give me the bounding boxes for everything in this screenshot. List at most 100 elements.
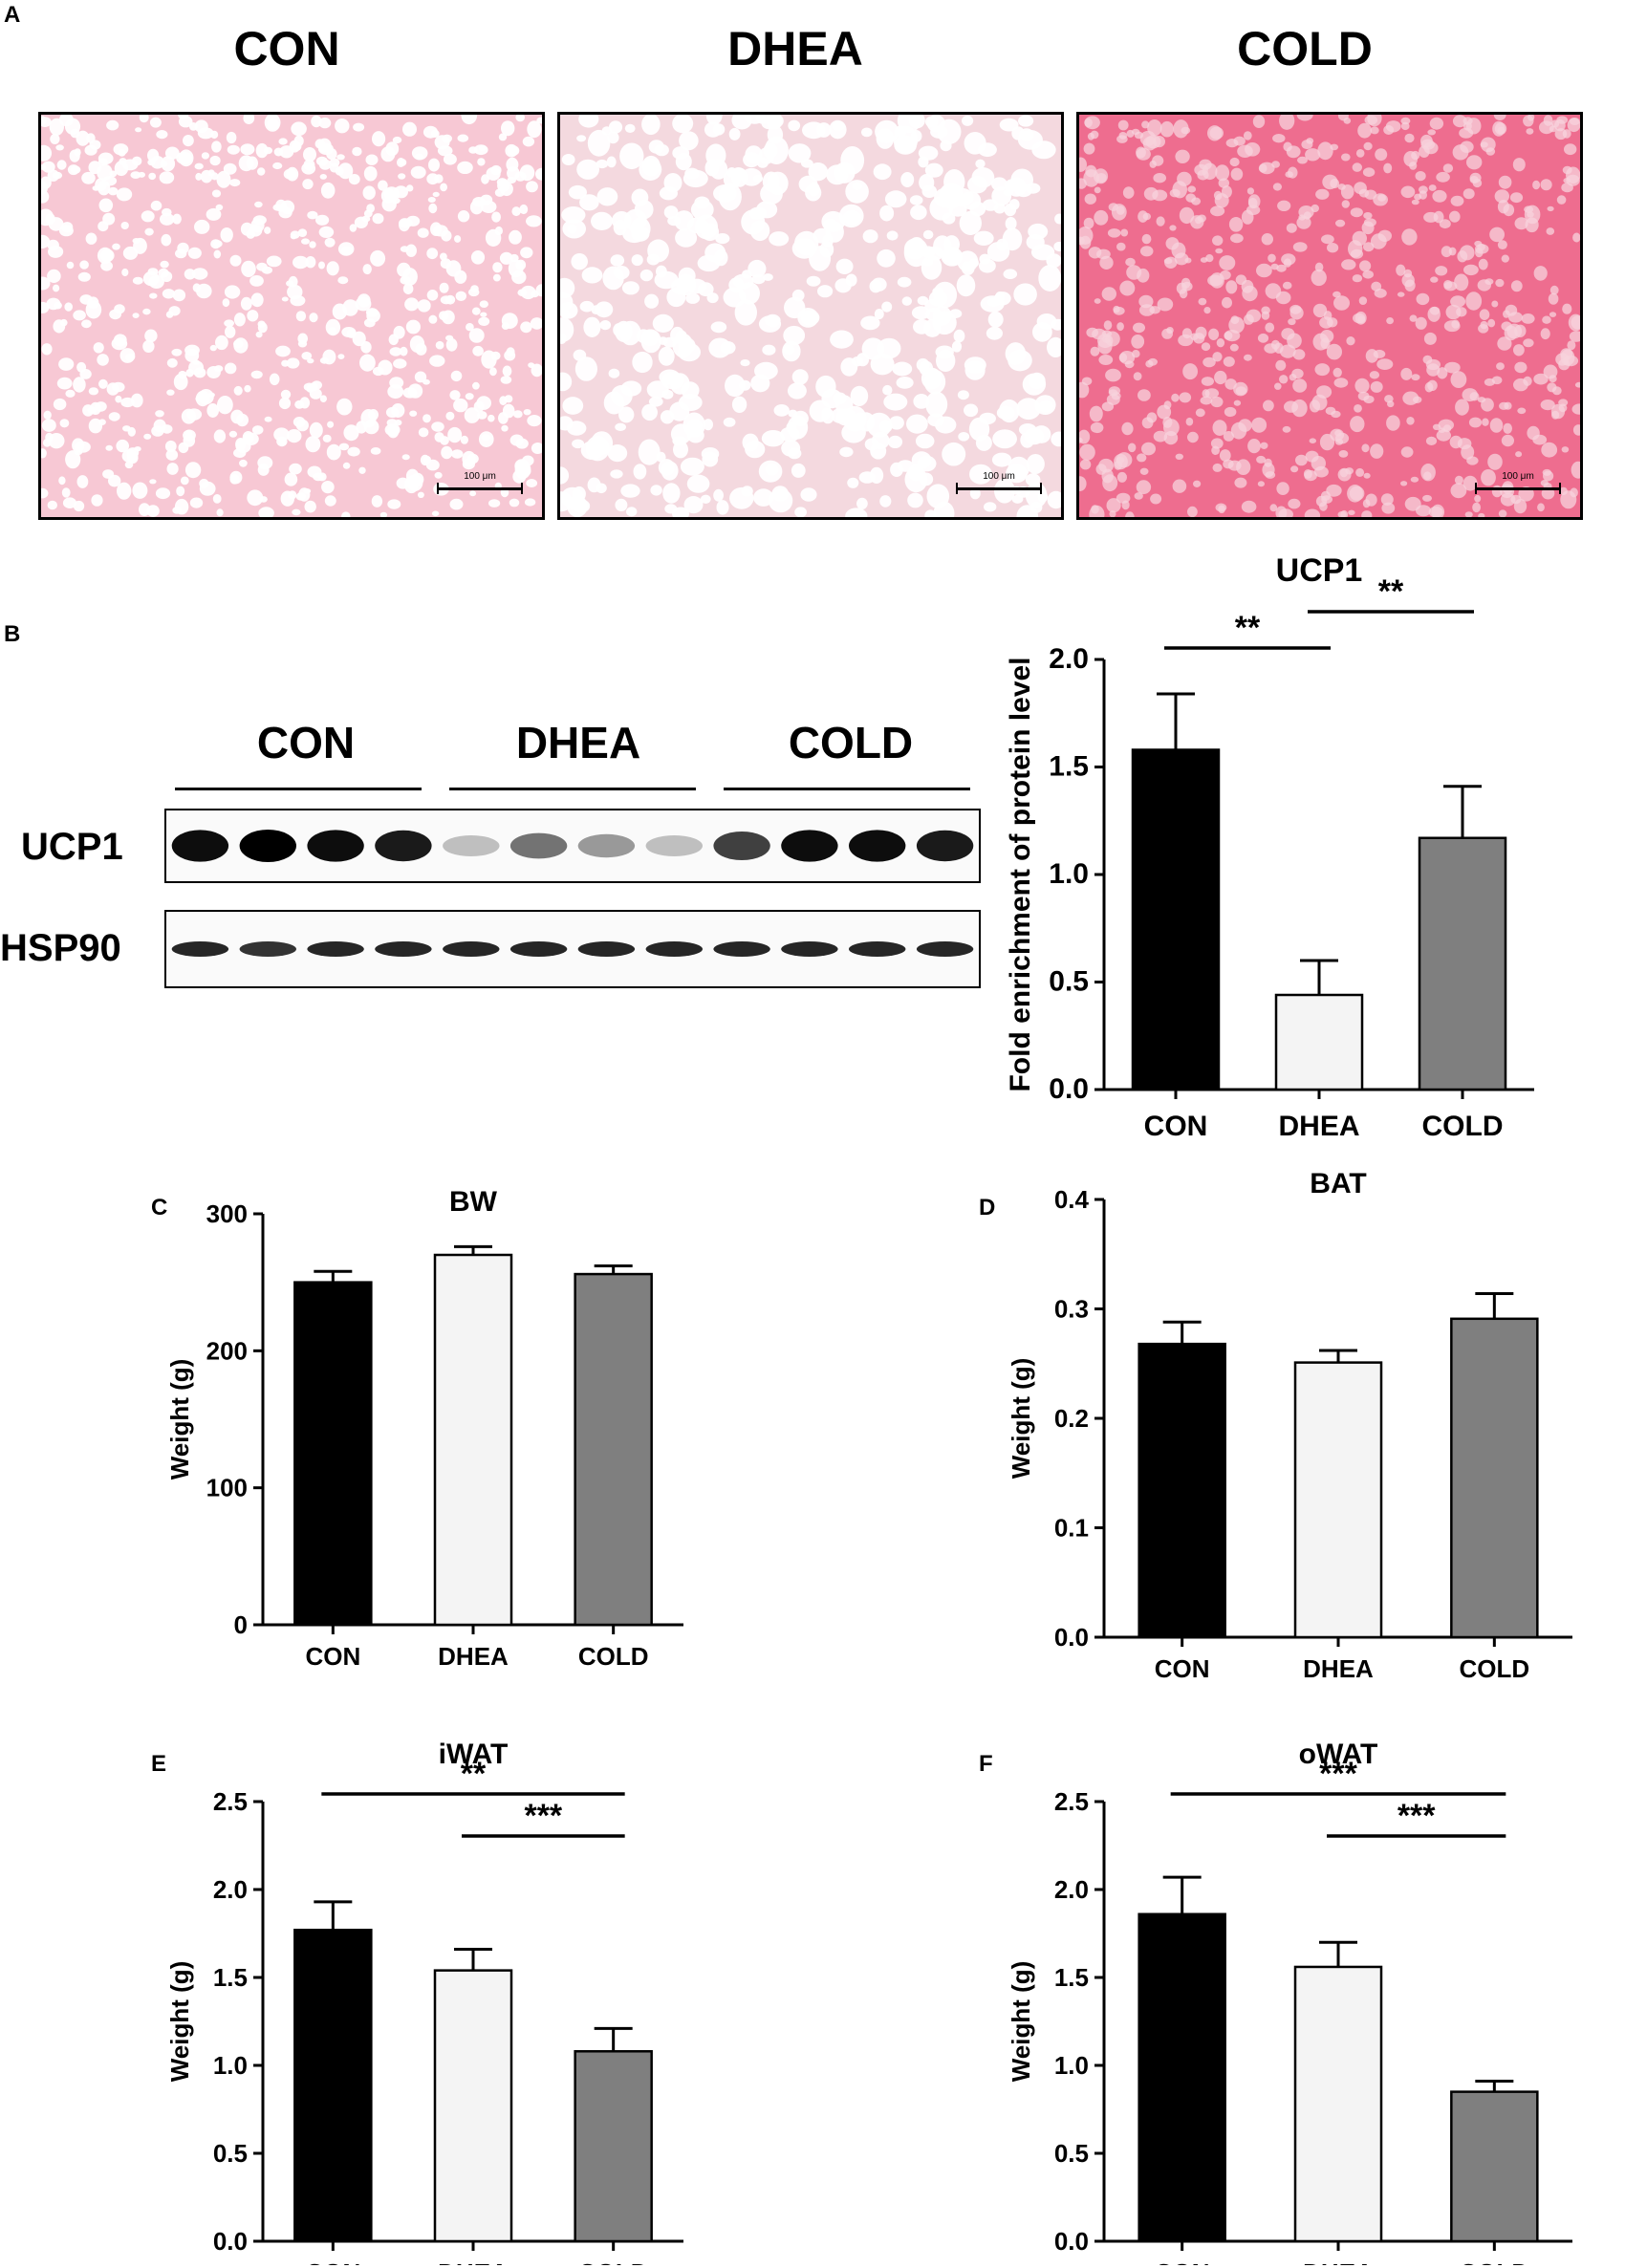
y-tick-label: 0.3 [1054,1295,1089,1324]
y-tick-label: 2.0 [1054,1875,1089,1904]
tissue-texture [41,115,542,517]
tissue-texture [1079,115,1580,517]
blot-band [307,830,364,862]
x-tick-label: CON [1155,1654,1210,1683]
micrograph-title-con: CON [233,22,340,76]
blot-band [577,941,636,957]
x-tick-label: CON [1155,2258,1210,2265]
bar [1138,1342,1226,1639]
y-axis-label: Weight (g) [165,1359,194,1480]
chart-title: BAT [1310,1168,1366,1199]
micrograph-title-dhea: DHEA [727,22,863,76]
blot-strip-hsp90 [164,910,981,988]
blot-band [645,835,703,856]
chart-bat: BAT 0.0 0.1 0.2 0.3 0.4 Weight (g) CON DHEA COLD [1007,1168,1572,1683]
blot-group-line [449,788,696,790]
blot-band [781,830,838,862]
blot-band [916,830,974,862]
significance-label: *** [1398,1798,1436,1834]
blot-band [307,941,364,957]
scale-bar: 100 μm [437,471,523,496]
y-tick-label: 0.0 [1049,1073,1089,1105]
bar [433,1253,513,1627]
scale-bar: 100 μm [1475,471,1561,496]
chart-iwat: iWAT 0.0 0.5 1.0 1.5 2.0 2.5 Weight (g) CON DHEA C… [165,1739,683,2265]
blot-band [849,830,906,862]
scale-bar-label: 100 μm [464,471,496,482]
bar [1418,836,1507,1091]
chart-title: BW [449,1186,498,1218]
x-tick-label: DHEA [438,2258,509,2265]
blot-band [509,832,568,859]
y-tick-label: 1.5 [1054,1963,1089,1992]
blot-band [645,941,703,957]
y-tick-label: 0.5 [213,2139,248,2168]
tissue-texture [560,115,1061,517]
y-tick-label: 2.0 [1049,643,1089,675]
blot-band [781,941,838,957]
blot-group-con: CON [256,718,356,767]
panel-letter-c: C [151,1195,168,1220]
blot-band [713,941,770,957]
y-tick-label: 300 [206,1199,248,1228]
bar [1138,1912,1226,2243]
x-tick-label: CON [305,1642,360,1671]
significance-label: ** [461,1756,487,1792]
bar [1131,748,1221,1091]
panel-letter-a: A [4,2,21,28]
blot-group-cold: COLD [788,718,914,767]
bar [574,2050,653,2243]
y-tick-label: 0.2 [1054,1404,1089,1433]
micrograph-con: 100 μm [38,112,545,520]
y-tick-label: 0.0 [1054,1623,1089,1652]
chart-title: oWAT [1299,1739,1378,1770]
bar [1293,1965,1383,2243]
panel-letter-d: D [979,1195,996,1220]
bar [293,1929,373,2243]
x-tick-label: DHEA [1303,2258,1374,2265]
y-tick-label: 0.4 [1054,1185,1090,1214]
blot-group-line [724,788,970,790]
significance-label: ** [1235,610,1261,646]
bar [433,1969,513,2243]
y-tick-label: 2.5 [213,1787,248,1816]
scale-bar: 100 μm [956,471,1042,496]
x-tick-label: COLD [1422,1111,1504,1142]
y-tick-label: 1.5 [213,1963,248,1992]
significance-label: *** [524,1798,562,1834]
chart-owat: oWAT 0.0 0.5 1.0 1.5 2.0 2.5 Weight (g) CON DHEA C… [1007,1739,1572,2265]
y-axis-label: Weight (g) [1007,1358,1035,1480]
panel-letter-f: F [979,1751,993,1777]
blot-group-dhea: DHEA [515,718,641,767]
x-tick-label: CON [1144,1111,1208,1142]
blot-band [375,941,432,957]
blot-band [577,833,636,858]
y-tick-label: 200 [206,1336,248,1365]
y-tick-label: 0.1 [1054,1514,1089,1543]
blot-band [849,941,906,957]
panel-letter-e: E [151,1751,167,1777]
blot-band [443,941,500,957]
micrograph-cold: 100 μm [1076,112,1583,520]
bar [1450,1317,1539,1639]
x-tick-label: COLD [578,1642,649,1671]
y-tick-label: 100 [206,1474,248,1502]
blot-band [375,830,432,862]
y-axis-label: Fold enrichment of protein level [1005,657,1036,1091]
scale-bar-label: 100 μm [983,471,1015,482]
blot-band [171,941,229,957]
micrograph-title-cold: COLD [1237,22,1373,76]
blot-band [443,835,500,856]
y-axis-label: Weight (g) [1007,1961,1035,2083]
significance-label: *** [1319,1756,1357,1792]
blot-group-line [175,788,422,790]
blot-strip-ucp1 [164,809,981,883]
panel-letter-b: B [4,621,21,647]
y-tick-label: 1.0 [213,2051,248,2080]
blot-band [171,830,229,862]
chart-ucp1: UCP1 0.0 0.5 1.0 1.5 2.0 Fold enrichment of pr… [1005,552,1534,1142]
chart-title: iWAT [439,1739,509,1770]
bar [293,1281,373,1627]
y-tick-label: 0.0 [1054,2227,1089,2256]
y-tick-label: 2.0 [213,1875,248,1904]
